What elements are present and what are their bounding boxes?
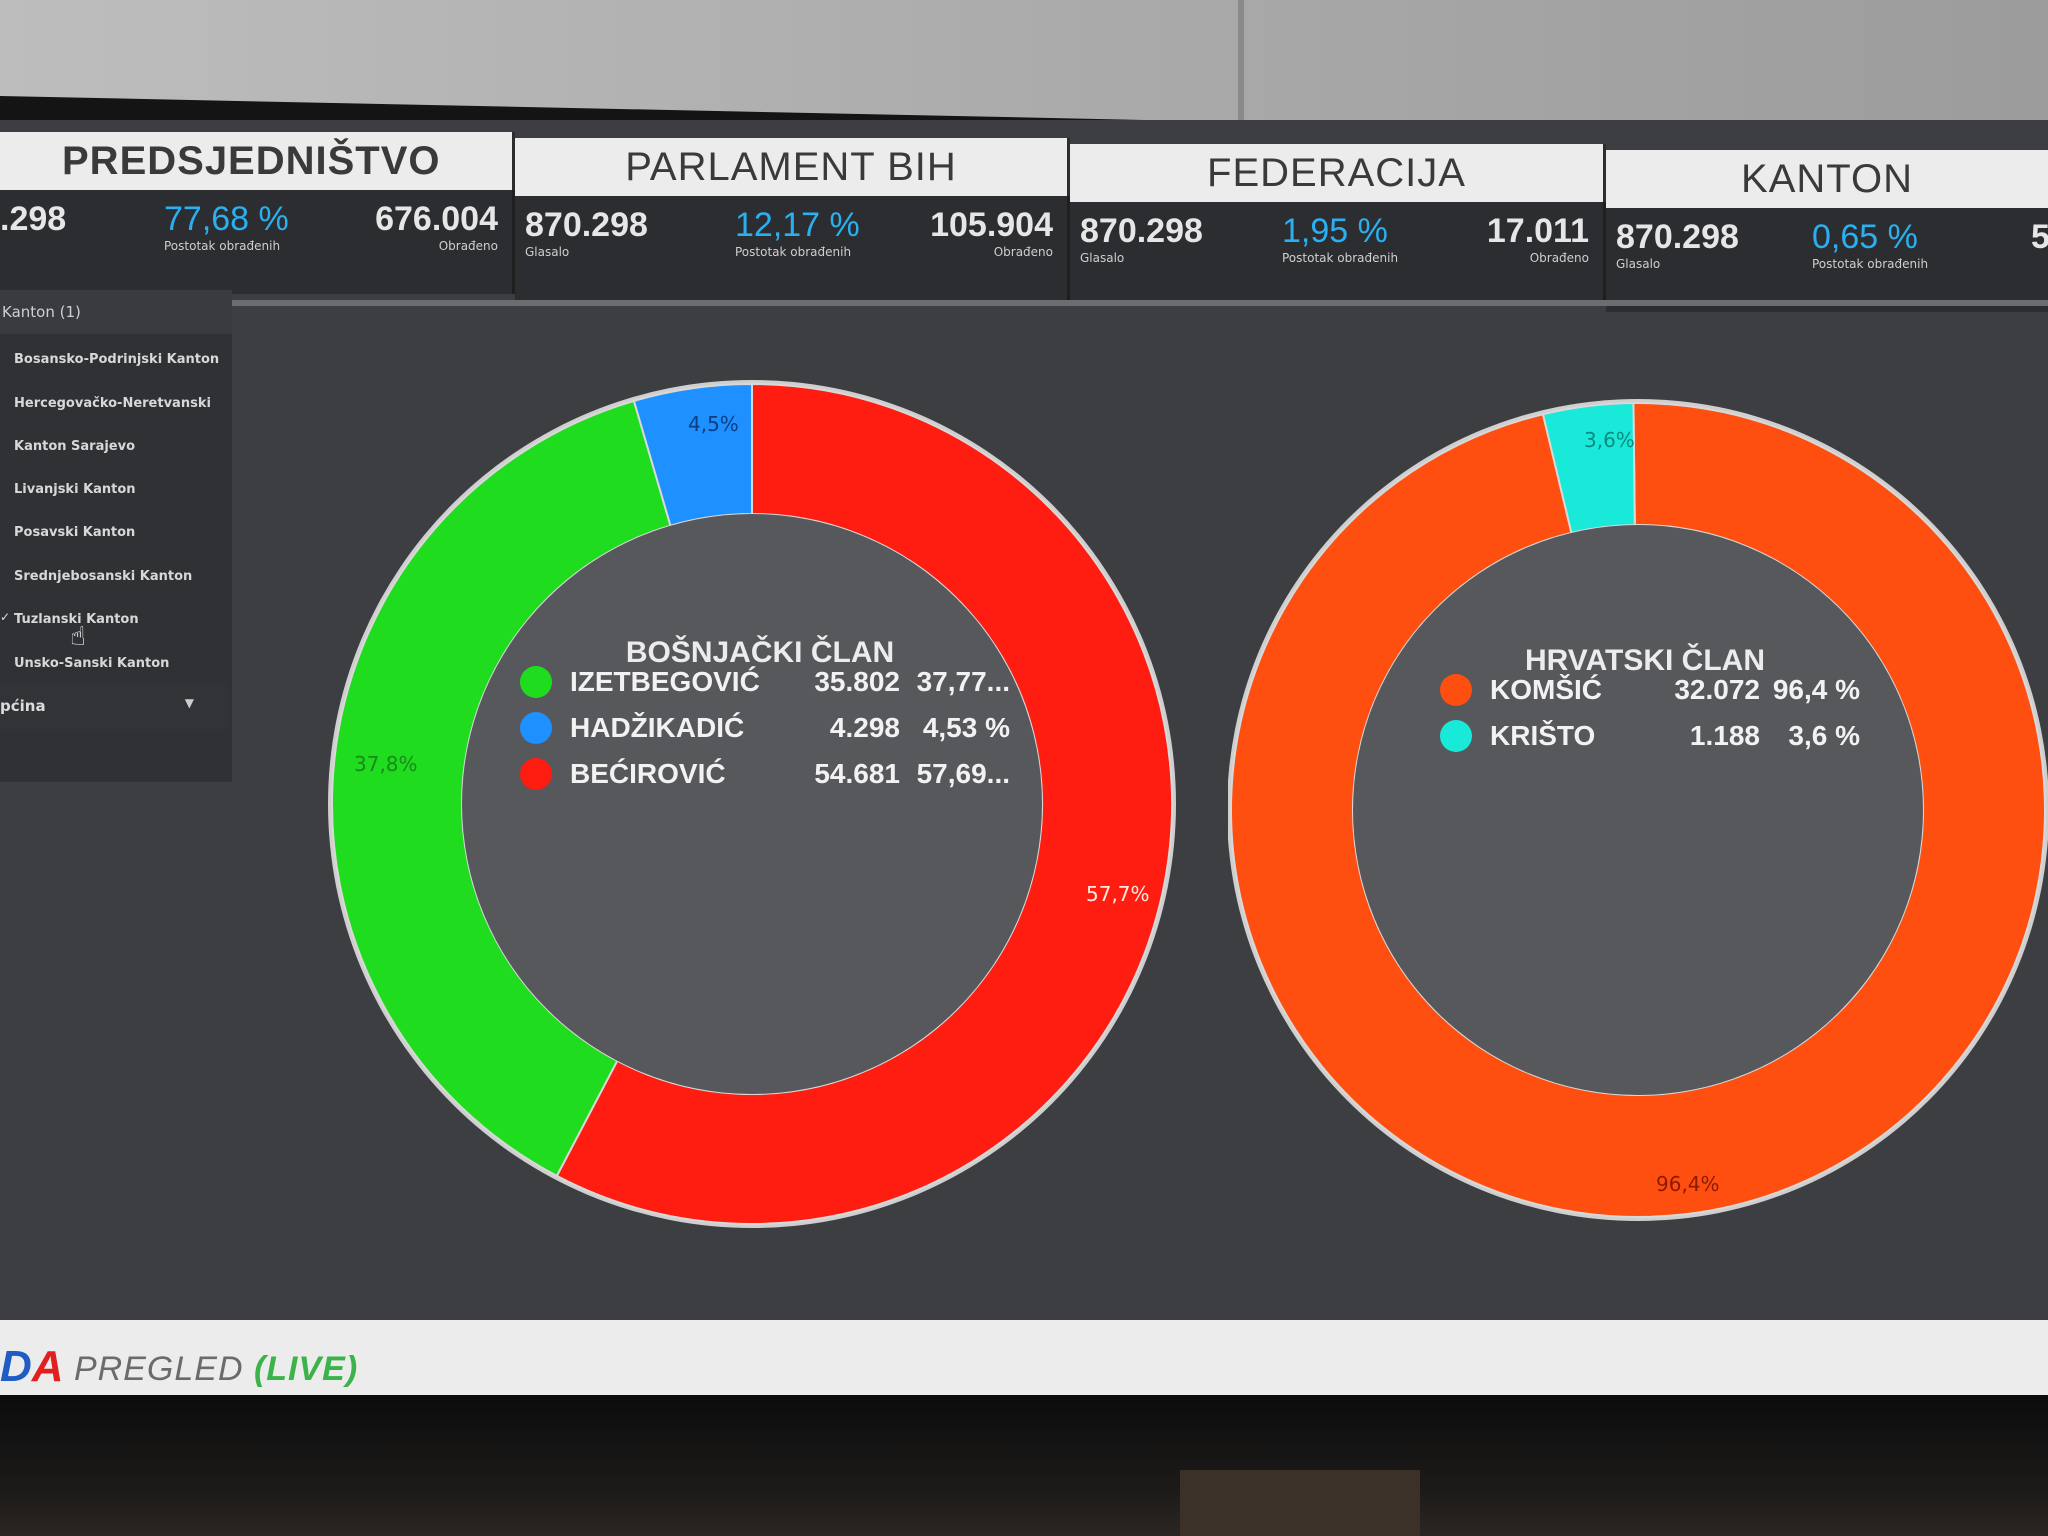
vote-percent: 3,6 % — [1788, 720, 1860, 751]
legend-dot-icon — [1440, 720, 1472, 752]
section-kanton[interactable]: KANTON 870.298 Glasalo 0,65 % Postotak obr… — [1606, 150, 2048, 318]
legend-entry[interactable]: KOMŠIĆ 32.072 96,4 % — [1440, 670, 1860, 710]
sidebar-item-kanton[interactable]: Bosansko-Podrinjski Kanton — [14, 352, 220, 367]
donut-center — [462, 514, 1042, 1094]
sidebar-item-kanton[interactable]: Hercegovačko-Neretvanski — [14, 396, 211, 411]
section-title: PARLAMENT BIH — [515, 138, 1070, 196]
monitor-stand — [1180, 1470, 1420, 1536]
candidate-name: KRIŠTO — [1490, 720, 1596, 751]
sidebar-item-kanton[interactable]: Srednjebosanski Kanton — [14, 569, 193, 584]
sidebar-item-kanton[interactable]: Posavski Kanton — [14, 525, 136, 540]
monitor-screen: PREDSJEDNIŠTVO .298 77,68 % Postotak obra… — [0, 120, 2048, 1410]
vote-count: 35.802 — [814, 666, 900, 697]
hand-cursor-icon: ☝ — [70, 622, 86, 652]
vote-count: 4.298 — [829, 712, 900, 743]
sidebar-item-kanton[interactable]: Tuzlanski Kanton — [14, 612, 139, 627]
legend-entry[interactable]: HADŽIKADIĆ 4.298 4,53 % — [520, 708, 1010, 748]
opcina-dropdown[interactable]: pćina ▼ — [0, 682, 228, 730]
candidate-name: IZETBEGOVIĆ — [570, 666, 760, 697]
glasalo-stat: .298 — [0, 200, 67, 238]
legend-dot-icon — [1440, 674, 1472, 706]
slice-percent-label: 4,5% — [688, 412, 739, 436]
results-header: PREDSJEDNIŠTVO .298 77,68 % Postotak obra… — [0, 132, 2048, 312]
legend-dot-icon — [520, 712, 552, 744]
obradeno-stat: 105.904 Obrađeno — [930, 206, 1053, 259]
vote-count: 54.681 — [814, 758, 900, 789]
slice-percent-label: 37,8% — [354, 752, 418, 776]
candidate-name: HADŽIKADIĆ — [570, 712, 745, 743]
sidebar-item-kanton[interactable]: Unsko-Sanski Kanton — [14, 656, 170, 671]
legend-entry[interactable]: BEĆIROVIĆ 54.681 57,69... — [520, 754, 1010, 794]
kanton-filter-header[interactable]: Kanton (1) — [0, 290, 232, 334]
postotak-stat: 1,95 % Postotak obrađenih — [1282, 212, 1399, 265]
glasalo-stat: 870.298 Glasalo — [1080, 212, 1203, 265]
bosnjacki-clan-donut[interactable] — [320, 372, 1184, 1236]
hrvatski-clan-donut[interactable] — [1228, 390, 2048, 1230]
vote-count: 32.072 — [1674, 674, 1760, 705]
candidate-name: KOMŠIĆ — [1490, 674, 1602, 705]
obradeno-stat: 17.011 Obrađeno — [1486, 212, 1589, 265]
postotak-stat: 77,68 % Postotak obrađenih — [164, 200, 289, 253]
section-federacija[interactable]: FEDERACIJA 870.298 Glasalo 1,95 % Postotak… — [1070, 144, 1606, 312]
sidebar-item-kanton[interactable]: Kanton Sarajevo — [14, 439, 136, 454]
legend-entry[interactable]: KRIŠTO 1.188 3,6 % — [1440, 716, 1860, 756]
glasalo-stat: 870.298 Glasalo — [1616, 218, 1739, 271]
slice-percent-label: 57,7% — [1086, 882, 1150, 906]
sidebar-item-kanton[interactable]: Livanjski Kanton — [14, 482, 136, 497]
pregled-live-label: PREGLED (LIVE) — [74, 1350, 359, 1388]
slice-percent-label: 96,4% — [1656, 1172, 1720, 1196]
chart-title: HRVATSKI ČLAN — [1525, 644, 1765, 677]
opcina-label: pćina — [0, 697, 46, 715]
obradeno-stat: 676.004 Obrađeno — [375, 200, 498, 253]
chart-title: BOŠNJAČKI ČLAN — [625, 636, 895, 669]
section-title: PREDSJEDNIŠTVO — [0, 132, 515, 190]
vote-count: 1.188 — [1689, 720, 1760, 751]
chevron-down-icon: ▼ — [184, 696, 194, 710]
monitor-bezel-bottom — [0, 1395, 2048, 1536]
wall-seam — [1238, 0, 1244, 150]
vote-percent: 57,69... — [916, 758, 1010, 789]
glasalo-stat: 870.298 Glasalo — [525, 206, 648, 259]
vote-percent: 37,77... — [916, 666, 1010, 697]
section-title: FEDERACIJA — [1070, 144, 1606, 202]
legend-dot-icon — [520, 666, 552, 698]
postotak-stat: 0,65 % Postotak obrađenih — [1812, 218, 1929, 271]
legend-entry[interactable]: IZETBEGOVIĆ 35.802 37,77... — [520, 662, 1010, 702]
check-icon: ✓ — [0, 610, 11, 624]
vote-percent: 96,4 % — [1772, 674, 1860, 705]
header-divider — [0, 300, 2048, 306]
slice-percent-label: 3,6% — [1584, 428, 1635, 452]
obradeno-stat: 5 — [2031, 218, 2048, 256]
section-predsjednistvo[interactable]: PREDSJEDNIŠTVO .298 77,68 % Postotak obra… — [0, 132, 515, 300]
section-parlament-bih[interactable]: PARLAMENT BIH 870.298 Glasalo 12,17 % Post… — [515, 138, 1070, 306]
donut-center — [1353, 525, 1923, 1095]
section-title: KANTON — [1606, 150, 2048, 208]
legend-dot-icon — [520, 758, 552, 790]
vote-percent: 4,53 % — [922, 712, 1010, 743]
logo: DA — [0, 1342, 64, 1391]
postotak-stat: 12,17 % Postotak obrađenih — [735, 206, 860, 259]
candidate-name: BEĆIROVIĆ — [570, 758, 726, 789]
